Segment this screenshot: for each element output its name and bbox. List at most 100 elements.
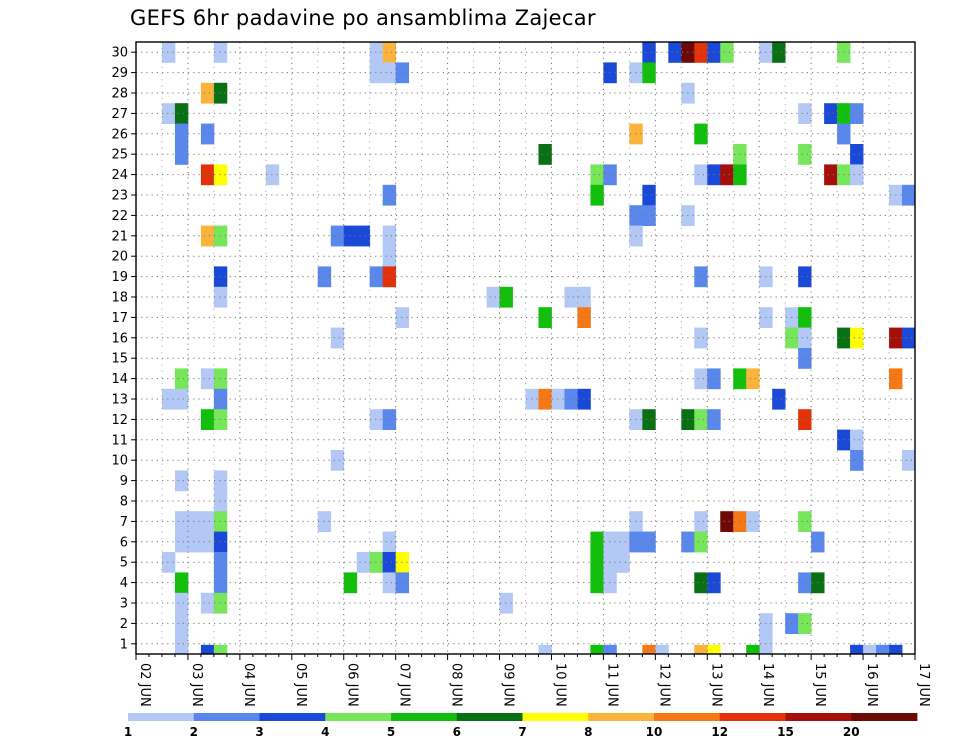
colorbar-swatch xyxy=(193,713,260,721)
colorbar-label: 4 xyxy=(321,725,329,739)
heatmap-cell xyxy=(590,552,604,573)
heatmap-cell xyxy=(213,572,228,594)
heatmap-cell xyxy=(694,266,708,288)
y-tick-label: 6 xyxy=(120,535,128,550)
y-tick-label: 4 xyxy=(120,576,128,591)
heatmap-cell xyxy=(187,511,202,532)
heatmap-cell xyxy=(863,644,877,654)
heatmap-cell xyxy=(694,511,708,532)
heatmap-cell xyxy=(200,644,215,654)
colorbar-label: 8 xyxy=(584,725,592,739)
heatmap-cell xyxy=(694,572,708,594)
heatmap-cell xyxy=(213,470,228,492)
heatmap-cell xyxy=(616,552,630,573)
x-tick-label: 07 JUN xyxy=(397,663,412,707)
y-tick-label: 13 xyxy=(111,393,128,408)
y-tick-label: 8 xyxy=(120,495,128,510)
heatmap-cell xyxy=(174,572,189,594)
heatmap-cell xyxy=(330,225,345,247)
colorbar-label: 1 xyxy=(124,725,132,739)
colorbar-swatch xyxy=(785,713,852,721)
y-tick-label: 16 xyxy=(111,331,128,346)
heatmap-cell xyxy=(161,42,176,63)
heatmap-cell xyxy=(343,225,358,247)
colorbar-label: 2 xyxy=(190,725,198,739)
heatmap-cell xyxy=(746,644,760,654)
heatmap-cell xyxy=(382,184,397,206)
heatmap-cell xyxy=(213,644,228,654)
heatmap-cell xyxy=(694,327,708,349)
heatmap-cell xyxy=(200,511,215,532)
heatmap-cell xyxy=(642,205,656,226)
heatmap-cell xyxy=(707,644,721,654)
heatmap-cell xyxy=(603,644,617,654)
y-tick-label: 25 xyxy=(111,148,128,163)
x-tick-label: 13 JUN xyxy=(708,663,723,707)
heatmap-cell xyxy=(798,327,812,349)
heatmap-cell xyxy=(772,42,786,63)
heatmap-cell xyxy=(213,388,228,410)
heatmap-cell xyxy=(590,184,604,206)
colorbar-swatch xyxy=(456,713,523,721)
heatmap-cell xyxy=(174,388,189,410)
x-tick-label: 17 JUN xyxy=(916,663,931,707)
heatmap-cell xyxy=(538,644,552,654)
colorbar-label: 10 xyxy=(646,725,663,739)
x-tick-label: 15 JUN xyxy=(812,663,827,707)
heatmap-cell xyxy=(694,409,708,430)
heatmap-cell xyxy=(850,429,864,451)
x-tick-label: 06 JUN xyxy=(345,663,360,707)
heatmap-cell xyxy=(213,42,228,63)
x-tick-label: 08 JUN xyxy=(449,663,464,707)
heatmap-cell xyxy=(200,409,215,430)
heatmap-cell xyxy=(642,644,656,654)
x-tick-label: 03 JUN xyxy=(189,663,204,707)
heatmap-cell xyxy=(746,368,760,390)
heatmap-cell xyxy=(356,225,371,247)
heatmap-cell xyxy=(174,470,189,492)
y-tick-label: 26 xyxy=(111,127,128,142)
colorbar-swatch xyxy=(654,713,721,721)
heatmap-cell xyxy=(902,450,916,471)
heatmap-cell xyxy=(213,286,228,308)
heatmap-cell xyxy=(200,368,215,390)
x-tick-label: 11 JUN xyxy=(604,663,619,707)
y-tick-label: 24 xyxy=(111,168,128,183)
heatmap-cell xyxy=(720,164,734,186)
heatmap-cell xyxy=(798,307,812,328)
y-tick-label: 5 xyxy=(120,556,128,571)
heatmap-cell xyxy=(265,164,280,186)
y-tick-label: 14 xyxy=(111,372,128,387)
heatmap-cell xyxy=(642,531,656,553)
heatmap-cell xyxy=(850,450,864,471)
heatmap-cell xyxy=(213,266,228,288)
heatmap-cell xyxy=(824,164,838,186)
heatmap-cell xyxy=(850,103,864,124)
heatmap-cell xyxy=(317,266,332,288)
heatmap-cell xyxy=(668,42,682,63)
heatmap-cell xyxy=(564,388,578,410)
heatmap-cell xyxy=(382,409,397,430)
colorbar-label: 15 xyxy=(777,725,794,739)
x-tick-label: 09 JUN xyxy=(501,663,516,707)
heatmap-cell xyxy=(694,164,708,186)
y-tick-label: 23 xyxy=(111,189,128,204)
heatmap-cell xyxy=(720,42,734,63)
heatmap-cell xyxy=(694,531,708,553)
x-tick-label: 10 JUN xyxy=(552,663,567,707)
x-tick-label: 04 JUN xyxy=(241,663,256,707)
heatmap-cell xyxy=(590,644,604,654)
x-tick-label: 14 JUN xyxy=(760,663,775,707)
heatmap-cell xyxy=(174,103,189,124)
colorbar-swatch xyxy=(325,713,392,721)
heatmap-cell xyxy=(538,307,552,328)
heatmap-cell xyxy=(174,511,189,532)
heatmap-cell xyxy=(486,286,500,308)
colorbar-label: 6 xyxy=(453,725,461,739)
heatmap-cell xyxy=(200,225,215,247)
heatmap-cell xyxy=(538,144,552,165)
y-tick-label: 10 xyxy=(111,454,128,469)
y-tick-label: 11 xyxy=(111,433,128,448)
heatmap-cell xyxy=(798,348,812,369)
